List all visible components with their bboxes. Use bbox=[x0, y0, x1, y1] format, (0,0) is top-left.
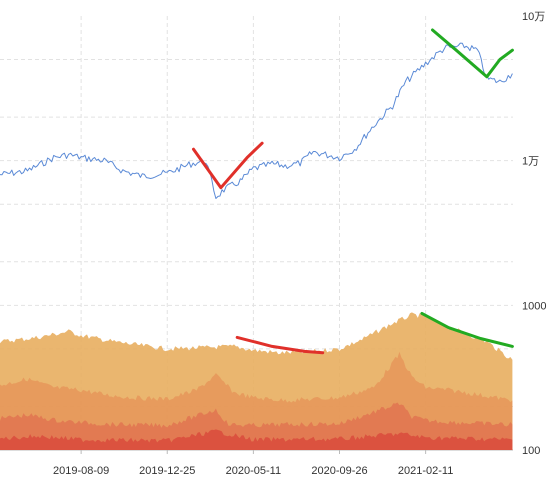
line-series-group bbox=[0, 42, 513, 199]
x-tick-label: 2021-02-11 bbox=[398, 465, 453, 477]
annotation-stroke-1 bbox=[431, 28, 514, 79]
area-series-group bbox=[0, 312, 513, 450]
x-tick-label: 2019-08-09 bbox=[53, 465, 109, 477]
annotation-strokes bbox=[192, 28, 514, 355]
y-tick-label: 100 bbox=[522, 445, 540, 457]
annotation-stroke-0 bbox=[192, 141, 264, 190]
y-tick-label: 10万 bbox=[522, 11, 545, 23]
annotation-stroke-2 bbox=[235, 335, 325, 355]
y-axis-ticks: 10万 1万 1000 100 bbox=[522, 11, 546, 457]
x-tick-label: 2019-12-25 bbox=[139, 465, 195, 477]
annotation-stroke-3 bbox=[420, 311, 514, 348]
price-line bbox=[0, 42, 513, 199]
x-tick-label: 2020-09-26 bbox=[311, 465, 367, 477]
x-axis-ticks: 2019-08-09 2019-12-25 2020-05-11 2020-09-26… bbox=[53, 450, 453, 477]
area-series-4 bbox=[0, 429, 513, 450]
y-tick-label: 1000 bbox=[522, 300, 546, 312]
x-tick-label: 2020-05-11 bbox=[226, 465, 281, 477]
y-tick-label: 1万 bbox=[522, 156, 539, 168]
